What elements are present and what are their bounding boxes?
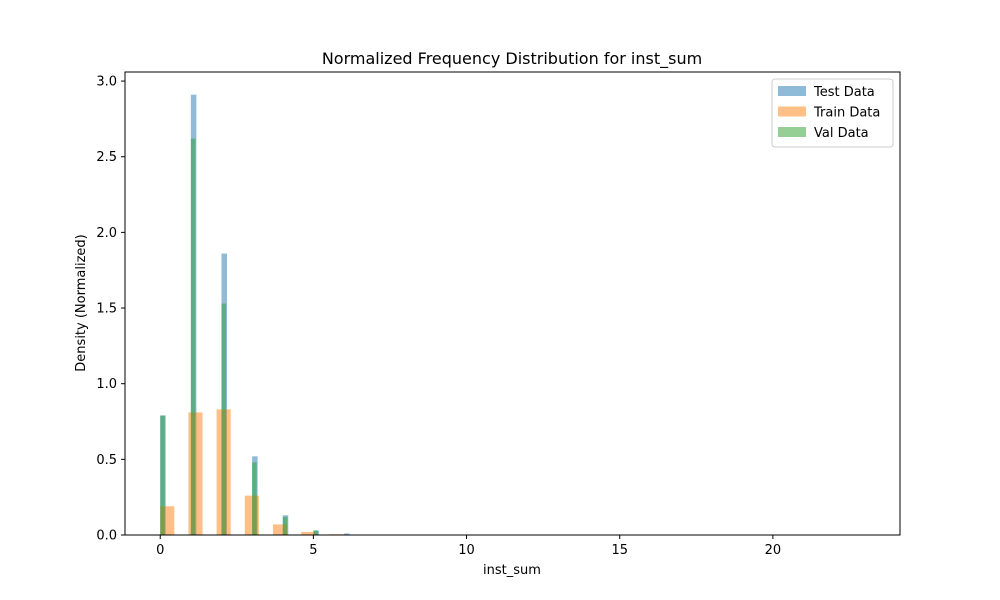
legend-label-train-data: Train Data <box>813 106 880 121</box>
train-data-bar-4 <box>272 524 288 535</box>
x-tick-label: 10 <box>458 543 475 558</box>
y-tick-label: 0.0 <box>96 529 117 544</box>
chart-title: Normalized Frequency Distribution for in… <box>322 49 702 69</box>
x-axis-label: inst_sum <box>483 563 541 578</box>
y-tick-label: 2.5 <box>96 150 117 165</box>
y-tick-label: 1.0 <box>96 377 117 392</box>
train-data-bar-3 <box>244 495 259 535</box>
train-data-bar-5 <box>301 531 316 535</box>
legend-swatch-val-data <box>778 127 806 137</box>
x-ticks: 0 5 10 15 20 <box>156 535 781 558</box>
y-tick-label: 0.5 <box>96 453 117 468</box>
legend: Test Data Train Data Val Data <box>771 78 894 148</box>
val-data-bar-4 <box>282 516 288 535</box>
y-tick-label: 3.0 <box>96 75 117 90</box>
x-tick-label: 5 <box>309 543 317 558</box>
plot-frame <box>124 71 901 536</box>
val-data-bar-0 <box>160 415 165 535</box>
legend-swatch-test-data <box>778 86 806 96</box>
y-tick-label: 1.5 <box>96 302 117 317</box>
val-data-bar-1 <box>190 138 196 535</box>
legend-swatch-train-data <box>778 106 806 117</box>
val-data-bar-2 <box>221 303 227 535</box>
x-tick-label: 15 <box>611 543 628 558</box>
val-data-bar-3 <box>252 462 257 535</box>
legend-label-test-data: Test Data <box>813 85 875 100</box>
val-data-bar-5 <box>313 530 318 535</box>
train-data-bar-1 <box>188 412 203 535</box>
y-ticks: 0.0 0.5 1.0 1.5 2.0 2.5 3.0 <box>96 75 125 544</box>
x-tick-label: 20 <box>765 543 782 558</box>
test-data-bar-6 <box>344 533 350 535</box>
x-tick-label: 0 <box>156 543 164 558</box>
y-tick-label: 2.0 <box>96 226 117 241</box>
y-axis-label: Density (Normalized) <box>74 234 89 371</box>
legend-label-val-data: Val Data <box>814 126 869 141</box>
bars-layer <box>160 94 372 535</box>
